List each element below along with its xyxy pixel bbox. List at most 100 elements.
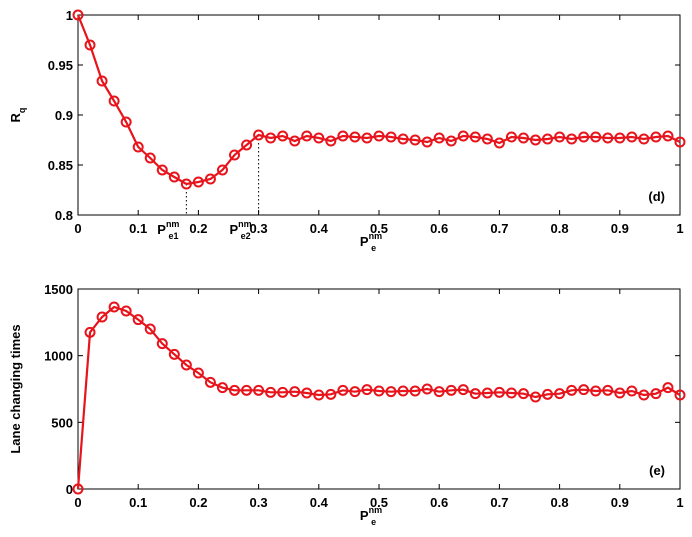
marker (397, 385, 409, 397)
panel-label: (e) (649, 463, 665, 478)
marker (289, 135, 301, 147)
marker (445, 135, 457, 147)
marker (662, 382, 674, 394)
marker (517, 132, 529, 144)
x-tick-label: 0.6 (430, 221, 448, 236)
y-tick-label: 500 (51, 415, 73, 430)
marker (349, 386, 361, 398)
x-tick-label: 0.9 (611, 495, 629, 510)
x-tick-label: 0.4 (310, 221, 329, 236)
x-tick-label: 0.8 (551, 495, 569, 510)
marker (626, 131, 638, 143)
marker (409, 134, 421, 146)
marker (229, 384, 241, 396)
marker (144, 323, 156, 335)
annotation-label: Pnm e2 (230, 219, 252, 241)
plot-frame (77, 14, 681, 216)
marker (325, 388, 337, 400)
x-tick-label: 0 (74, 221, 81, 236)
marker (457, 384, 469, 396)
x-axis-label-sup: nm (369, 231, 383, 241)
marker (626, 385, 638, 397)
marker (566, 133, 578, 145)
marker (84, 39, 96, 51)
x-tick-label: 0 (74, 495, 81, 510)
marker (602, 384, 614, 396)
marker (638, 133, 650, 145)
marker (385, 386, 397, 398)
marker (505, 387, 517, 399)
marker (180, 178, 192, 190)
marker (301, 387, 313, 399)
y-axis-label: Rq (8, 108, 27, 123)
x-axis-label: Pnm e (360, 505, 382, 527)
marker (650, 388, 662, 400)
marker (590, 131, 602, 143)
annotation-label-sup: nm (238, 219, 252, 229)
x-tick-label: 1 (676, 495, 683, 510)
marker (590, 385, 602, 397)
marker (373, 130, 385, 142)
plot-frame (77, 288, 681, 490)
x-tick-label: 0.7 (490, 495, 508, 510)
marker (650, 131, 662, 143)
x-tick-label: 0.2 (189, 221, 207, 236)
marker (554, 131, 566, 143)
annotation-label-sup: nm (166, 219, 180, 229)
y-tick-label: 1500 (44, 282, 73, 297)
x-axis-label-base: P (360, 234, 369, 249)
x-tick-label: 0.7 (490, 221, 508, 236)
marker (96, 75, 108, 87)
annotation-label-sub: e1 (168, 231, 178, 241)
x-tick-label: 0.8 (551, 221, 569, 236)
marker (120, 305, 132, 317)
annotation-label-base: P (157, 222, 166, 237)
marker (554, 388, 566, 400)
marker (493, 137, 505, 149)
x-axis-label: Pnm e (360, 231, 382, 253)
marker (132, 141, 144, 153)
x-tick-label: 0.1 (129, 495, 147, 510)
marker (433, 386, 445, 398)
marker (542, 133, 554, 145)
marker (216, 164, 228, 176)
marker (253, 129, 265, 141)
marker (602, 132, 614, 144)
marker (385, 131, 397, 143)
x-tick-label: 0.2 (189, 495, 207, 510)
x-tick-label: 1 (676, 221, 683, 236)
marker (517, 388, 529, 400)
x-tick-label: 0.5 (370, 221, 388, 236)
marker (241, 384, 253, 396)
marker (216, 382, 228, 394)
marker (397, 133, 409, 145)
marker (156, 164, 168, 176)
marker (469, 388, 481, 400)
y-axis-label-sub: q (17, 108, 27, 114)
marker (566, 384, 578, 396)
marker (530, 134, 542, 146)
marker (421, 383, 433, 395)
marker (457, 130, 469, 142)
marker (265, 132, 277, 144)
marker (542, 388, 554, 400)
marker (578, 131, 590, 143)
marker (204, 173, 216, 185)
marker (373, 385, 385, 397)
y-axis-label: Lane changing times (8, 324, 23, 453)
marker (505, 131, 517, 143)
marker (156, 338, 168, 350)
marker (204, 376, 216, 388)
marker (253, 384, 265, 396)
x-tick-label: 0.1 (129, 221, 147, 236)
marker (265, 386, 277, 398)
x-axis-label-base: P (360, 508, 369, 523)
y-tick-label: 0.85 (48, 158, 73, 173)
annotation-label: Pnm e1 (157, 219, 179, 241)
marker (421, 136, 433, 148)
marker (481, 387, 493, 399)
marker (168, 171, 180, 183)
marker (614, 132, 626, 144)
marker (108, 95, 120, 107)
y-tick-label: 0.95 (48, 58, 73, 73)
